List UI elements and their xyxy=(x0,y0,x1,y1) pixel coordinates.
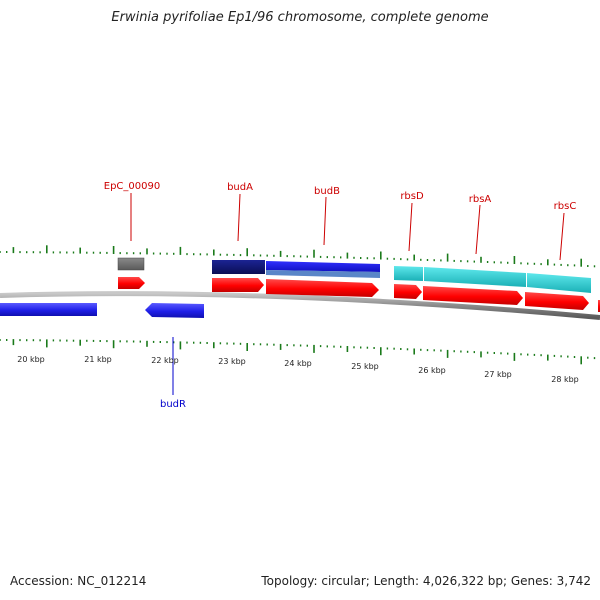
cds-arrow-rbsA[interactable] xyxy=(423,286,523,305)
gene-rbsC[interactable] xyxy=(527,273,591,293)
gene-labels: EpC_00090 budA budB rbsD rbsA rbsC budR xyxy=(104,181,577,410)
leader-rbsD xyxy=(408,202,413,252)
gene-rbsA[interactable] xyxy=(424,267,526,287)
leader-budB xyxy=(323,196,327,246)
label-EpC_00090[interactable]: EpC_00090 xyxy=(104,181,160,192)
backbone-track xyxy=(0,291,600,320)
gene-budB[interactable] xyxy=(266,261,380,272)
label-rbsC[interactable]: rbsC xyxy=(554,201,577,212)
cds-reverse xyxy=(0,303,204,318)
label-budR[interactable]: budR xyxy=(160,399,186,410)
scale-label-20: 20 kbp xyxy=(17,355,45,364)
leader-rbsA xyxy=(475,204,481,255)
gene-budB-lower xyxy=(266,270,380,278)
page-title: Erwinia pyrifoliae Ep1/96 chromosome, co… xyxy=(111,10,489,25)
scale-label-21: 21 kbp xyxy=(84,355,112,364)
label-rbsA[interactable]: rbsA xyxy=(469,194,492,205)
upper-tick-row xyxy=(0,245,596,268)
label-rbsD[interactable]: rbsD xyxy=(400,191,424,202)
cds-arrow-budA[interactable] xyxy=(212,278,264,292)
scale-label-25: 25 kbp xyxy=(351,362,379,371)
leader-rbsC xyxy=(559,212,565,261)
label-budB[interactable]: budB xyxy=(314,186,340,197)
cds-arrow-budB[interactable] xyxy=(266,279,379,297)
cds-arrow-EpC_00090[interactable] xyxy=(118,277,145,289)
scale-label-26: 26 kbp xyxy=(418,366,446,375)
cds-arrow-rbsC[interactable] xyxy=(525,292,589,310)
leader-budA xyxy=(237,193,241,242)
scale-labels: 20 kbp 21 kbp 22 kbp 23 kbp 24 kbp 25 kb… xyxy=(17,355,579,384)
label-leaders xyxy=(130,193,565,395)
scale-label-24: 24 kbp xyxy=(284,359,312,368)
scale-label-22: 22 kbp xyxy=(151,356,179,365)
lower-tick-row xyxy=(0,339,596,365)
scale-label-27: 27 kbp xyxy=(484,370,512,379)
accession-text: Accession: NC_012214 xyxy=(10,574,147,588)
genome-summary: Topology: circular; Length: 4,026,322 bp… xyxy=(261,574,591,588)
scale-label-28: 28 kbp xyxy=(551,375,579,384)
gene-EpC_00090[interactable] xyxy=(117,257,145,271)
gene-budA[interactable] xyxy=(212,260,265,274)
cds-forward xyxy=(118,277,600,312)
gene-features xyxy=(117,257,591,293)
cds-arrow-rbsD[interactable] xyxy=(394,284,422,299)
scale-label-23: 23 kbp xyxy=(218,357,246,366)
cds-arrow-budR[interactable] xyxy=(145,303,204,318)
label-budA[interactable]: budA xyxy=(227,182,253,193)
gene-rbsD[interactable] xyxy=(394,266,423,281)
cds-arrow-reverse-left[interactable] xyxy=(0,303,97,316)
